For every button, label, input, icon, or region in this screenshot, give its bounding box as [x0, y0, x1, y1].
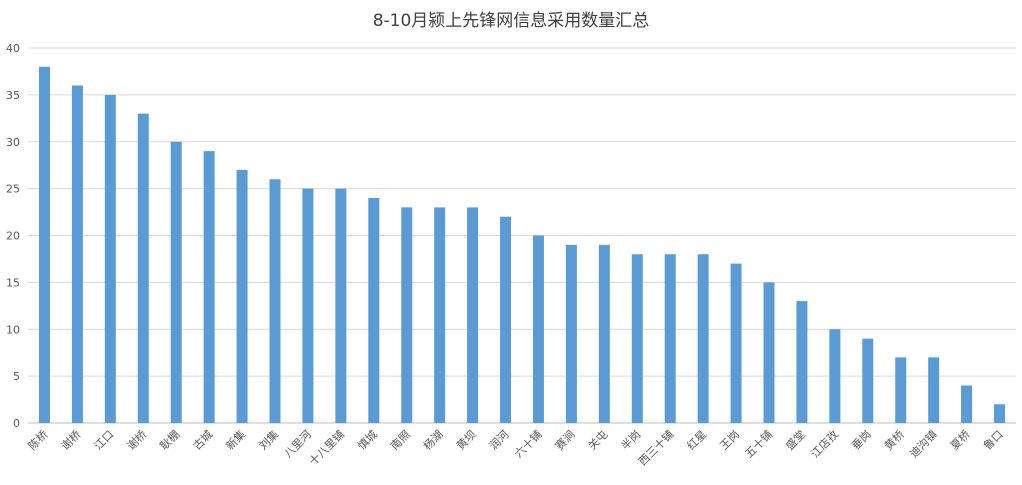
x-tick-label: 新集	[223, 427, 248, 452]
x-tick-label: 王岗	[717, 428, 742, 453]
x-tick-label: 南照	[388, 428, 413, 453]
bar	[269, 179, 281, 423]
y-tick-label: 25	[6, 183, 20, 196]
bar	[137, 113, 149, 423]
bar	[829, 329, 841, 423]
x-tick-label: 慎城	[354, 427, 379, 452]
bar	[38, 66, 50, 423]
x-tick-label: 五十铺	[742, 427, 775, 460]
bar	[71, 85, 83, 423]
x-tick-label: 陈桥	[25, 427, 50, 452]
x-tick-label: 杨湖	[420, 427, 445, 452]
x-tick-label: 赛涧	[552, 427, 577, 452]
x-tick-label: 夏桥	[948, 428, 973, 453]
y-tick-label: 30	[6, 136, 20, 149]
y-tick-label: 35	[6, 89, 20, 102]
bar	[565, 244, 577, 423]
bar	[763, 282, 775, 423]
x-tick-label: 耿棚	[157, 427, 182, 452]
y-tick-label: 15	[6, 276, 20, 289]
y-tick-label: 10	[6, 323, 20, 336]
bar	[302, 188, 314, 423]
y-tick-label: 20	[6, 230, 20, 243]
x-tick-label: 垂岗	[849, 428, 874, 453]
x-tick-label: 江店孜	[808, 427, 841, 460]
gridlines	[28, 47, 1016, 424]
bar	[598, 244, 610, 423]
x-tick-label: 鲁口	[980, 427, 1005, 452]
bar	[467, 207, 479, 423]
bar	[401, 207, 413, 423]
x-tick-label: 六十铺	[511, 427, 544, 460]
bar	[697, 254, 709, 423]
y-tick-label: 0	[13, 417, 20, 430]
x-tick-label: 十八里铺	[306, 427, 347, 468]
x-tick-label: 黄桥	[881, 427, 906, 452]
bar	[532, 235, 544, 423]
bar	[236, 169, 248, 423]
bar	[895, 357, 907, 423]
bar	[994, 404, 1006, 423]
bars	[38, 66, 1006, 423]
x-tick-label: 刘集	[256, 427, 281, 452]
x-tick-label: 古城	[191, 428, 216, 453]
x-tick-label: 迪沟镇	[907, 427, 940, 460]
y-tick-label: 5	[13, 370, 20, 383]
x-tick-label: 红星	[685, 428, 710, 453]
bar	[203, 151, 215, 423]
x-tick-label: 半岗	[618, 427, 643, 452]
y-axis-ticks: 0 5 10 15 20 25 30 35 40	[6, 42, 20, 430]
x-tick-label: 江口	[92, 428, 117, 453]
bar	[631, 254, 643, 423]
bar	[664, 254, 676, 423]
x-tick-label: 黄坝	[453, 427, 478, 452]
x-tick-label: 谢桥	[58, 427, 83, 452]
bar	[104, 94, 116, 423]
bar	[730, 263, 742, 423]
bar	[434, 207, 446, 423]
bar	[862, 338, 874, 423]
bar	[335, 188, 347, 423]
x-tick-label: 谢桥	[124, 427, 149, 452]
bar	[170, 141, 182, 423]
chart-title: 8-10月颍上先锋网信息采用数量汇总	[372, 11, 650, 31]
bar	[961, 385, 973, 423]
x-tick-label: 关屯	[585, 427, 610, 452]
x-tick-label: 盛堂	[783, 427, 808, 452]
x-tick-label: 西三十铺	[635, 427, 676, 468]
bar	[368, 198, 380, 423]
bar	[796, 301, 808, 423]
bar	[500, 216, 512, 423]
y-tick-label: 40	[6, 42, 20, 55]
x-tick-label: 润河	[486, 427, 511, 452]
bar	[928, 357, 940, 423]
